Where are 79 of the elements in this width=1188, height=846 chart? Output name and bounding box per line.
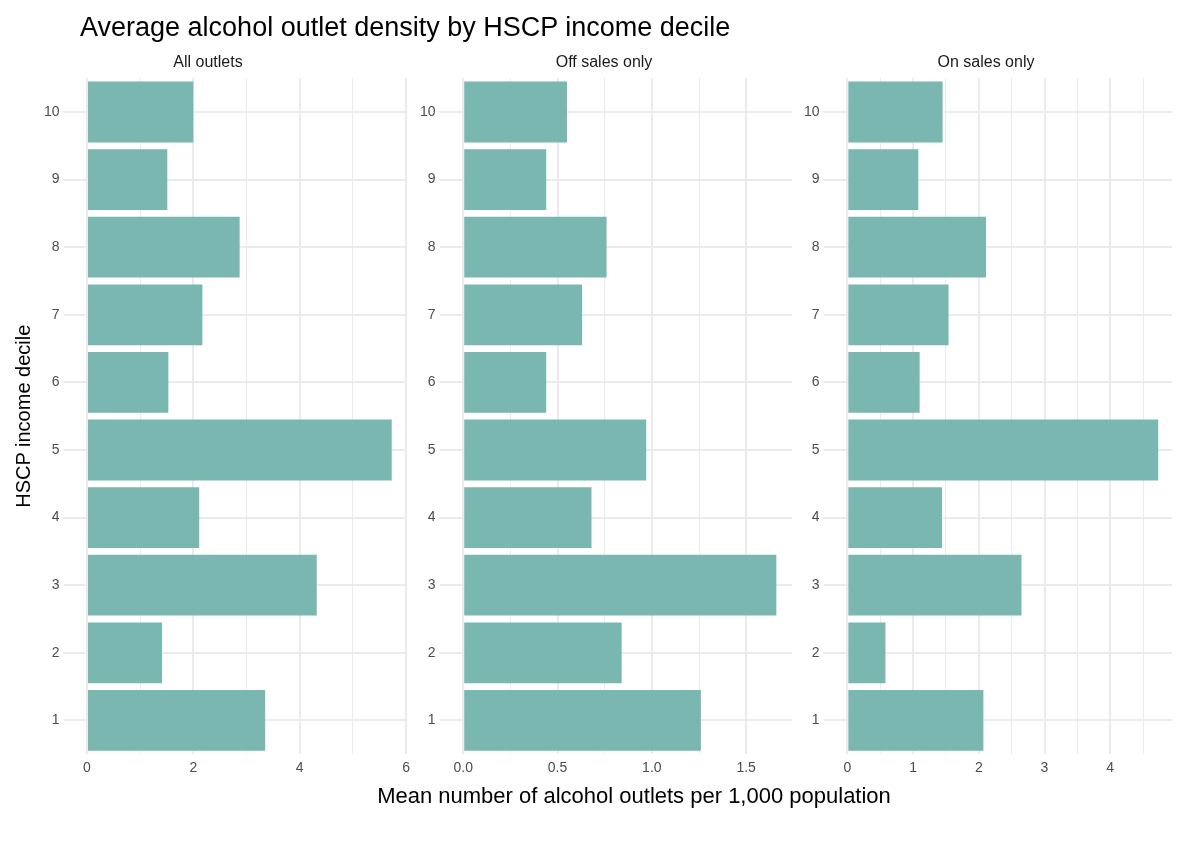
x-tick-label: 6 — [402, 759, 411, 776]
y-tick-label: 9 — [427, 170, 436, 187]
bar — [848, 216, 987, 278]
x-tick-label: 0.5 — [547, 759, 568, 776]
y-tick-label: 10 — [803, 102, 820, 119]
y-tick-label: 4 — [427, 508, 436, 525]
bar — [848, 351, 920, 413]
y-tick-label: 8 — [51, 238, 60, 255]
bar — [848, 284, 949, 346]
bar — [88, 149, 168, 211]
x-tick-label: 1 — [909, 759, 918, 776]
y-tick-label: 8 — [427, 238, 436, 255]
y-tick-label: 9 — [51, 170, 60, 187]
bar — [848, 622, 886, 684]
bar — [848, 554, 1022, 616]
x-tick-label: 0.0 — [453, 759, 474, 776]
bar — [848, 419, 1159, 481]
bar — [464, 487, 592, 549]
bar — [88, 419, 392, 481]
y-tick-label: 9 — [811, 170, 820, 187]
bar — [88, 622, 162, 684]
y-tick-label: 8 — [811, 238, 820, 255]
y-tick-label: 7 — [811, 305, 820, 322]
chart-title: Average alcohol outlet density by HSCP income decile — [79, 11, 732, 44]
bar — [88, 216, 240, 278]
y-tick-label: 2 — [427, 643, 436, 660]
y-tick-label: 2 — [811, 643, 820, 660]
x-tick-label: 1.5 — [736, 759, 757, 776]
bar — [88, 487, 200, 549]
chart-subtitle: All outlets — [173, 53, 243, 71]
x-axis-title: Mean number of alcohol outlets per 1,000 population — [376, 783, 892, 809]
bar — [464, 284, 583, 346]
y-tick-label: 5 — [51, 440, 60, 457]
y-tick-label: 4 — [51, 508, 60, 525]
bar — [464, 149, 547, 211]
y-tick-label: 3 — [811, 576, 820, 593]
y-tick-label: 5 — [427, 440, 436, 457]
bar — [464, 689, 701, 751]
y-tick-label: 6 — [51, 373, 60, 390]
x-tick-label: 1.0 — [642, 759, 662, 776]
bar — [464, 622, 622, 684]
y-tick-label: 7 — [51, 305, 60, 322]
bar — [464, 419, 647, 481]
bar — [88, 284, 203, 346]
bar — [464, 554, 777, 616]
chart-subtitle: On sales only — [937, 53, 1035, 71]
x-tick-label: 3 — [1040, 759, 1049, 776]
y-tick-label: 6 — [811, 373, 820, 390]
y-tick-label: 1 — [427, 711, 436, 728]
y-tick-label: 7 — [427, 305, 436, 322]
bar — [848, 689, 984, 751]
y-tick-label: 10 — [43, 102, 60, 119]
y-tick-label: 1 — [811, 711, 820, 728]
y-tick-label: 1 — [51, 711, 60, 728]
x-tick-label: 2 — [189, 759, 198, 776]
y-tick-label: 4 — [811, 508, 820, 525]
bar — [464, 81, 567, 143]
bar — [464, 216, 607, 278]
y-tick-label: 10 — [419, 102, 436, 119]
bar — [848, 487, 942, 549]
x-tick-label: 0 — [843, 759, 852, 776]
bar — [464, 351, 547, 413]
bar — [88, 351, 169, 413]
y-tick-label: 5 — [811, 440, 820, 457]
y-axis-title: HSCP income decile — [11, 324, 34, 508]
bar — [88, 689, 266, 751]
bar — [88, 81, 194, 143]
y-tick-label: 3 — [427, 576, 436, 593]
bar — [848, 149, 919, 211]
x-tick-label: 2 — [974, 759, 983, 776]
x-tick-label: 4 — [295, 759, 304, 776]
x-tick-label: 0 — [83, 759, 92, 776]
y-tick-label: 2 — [51, 643, 60, 660]
y-tick-label: 6 — [427, 373, 436, 390]
bar — [88, 554, 317, 616]
chart-subtitle: Off sales only — [555, 53, 653, 71]
y-tick-label: 3 — [51, 576, 60, 593]
bar — [848, 81, 943, 143]
x-tick-label: 4 — [1106, 759, 1115, 776]
